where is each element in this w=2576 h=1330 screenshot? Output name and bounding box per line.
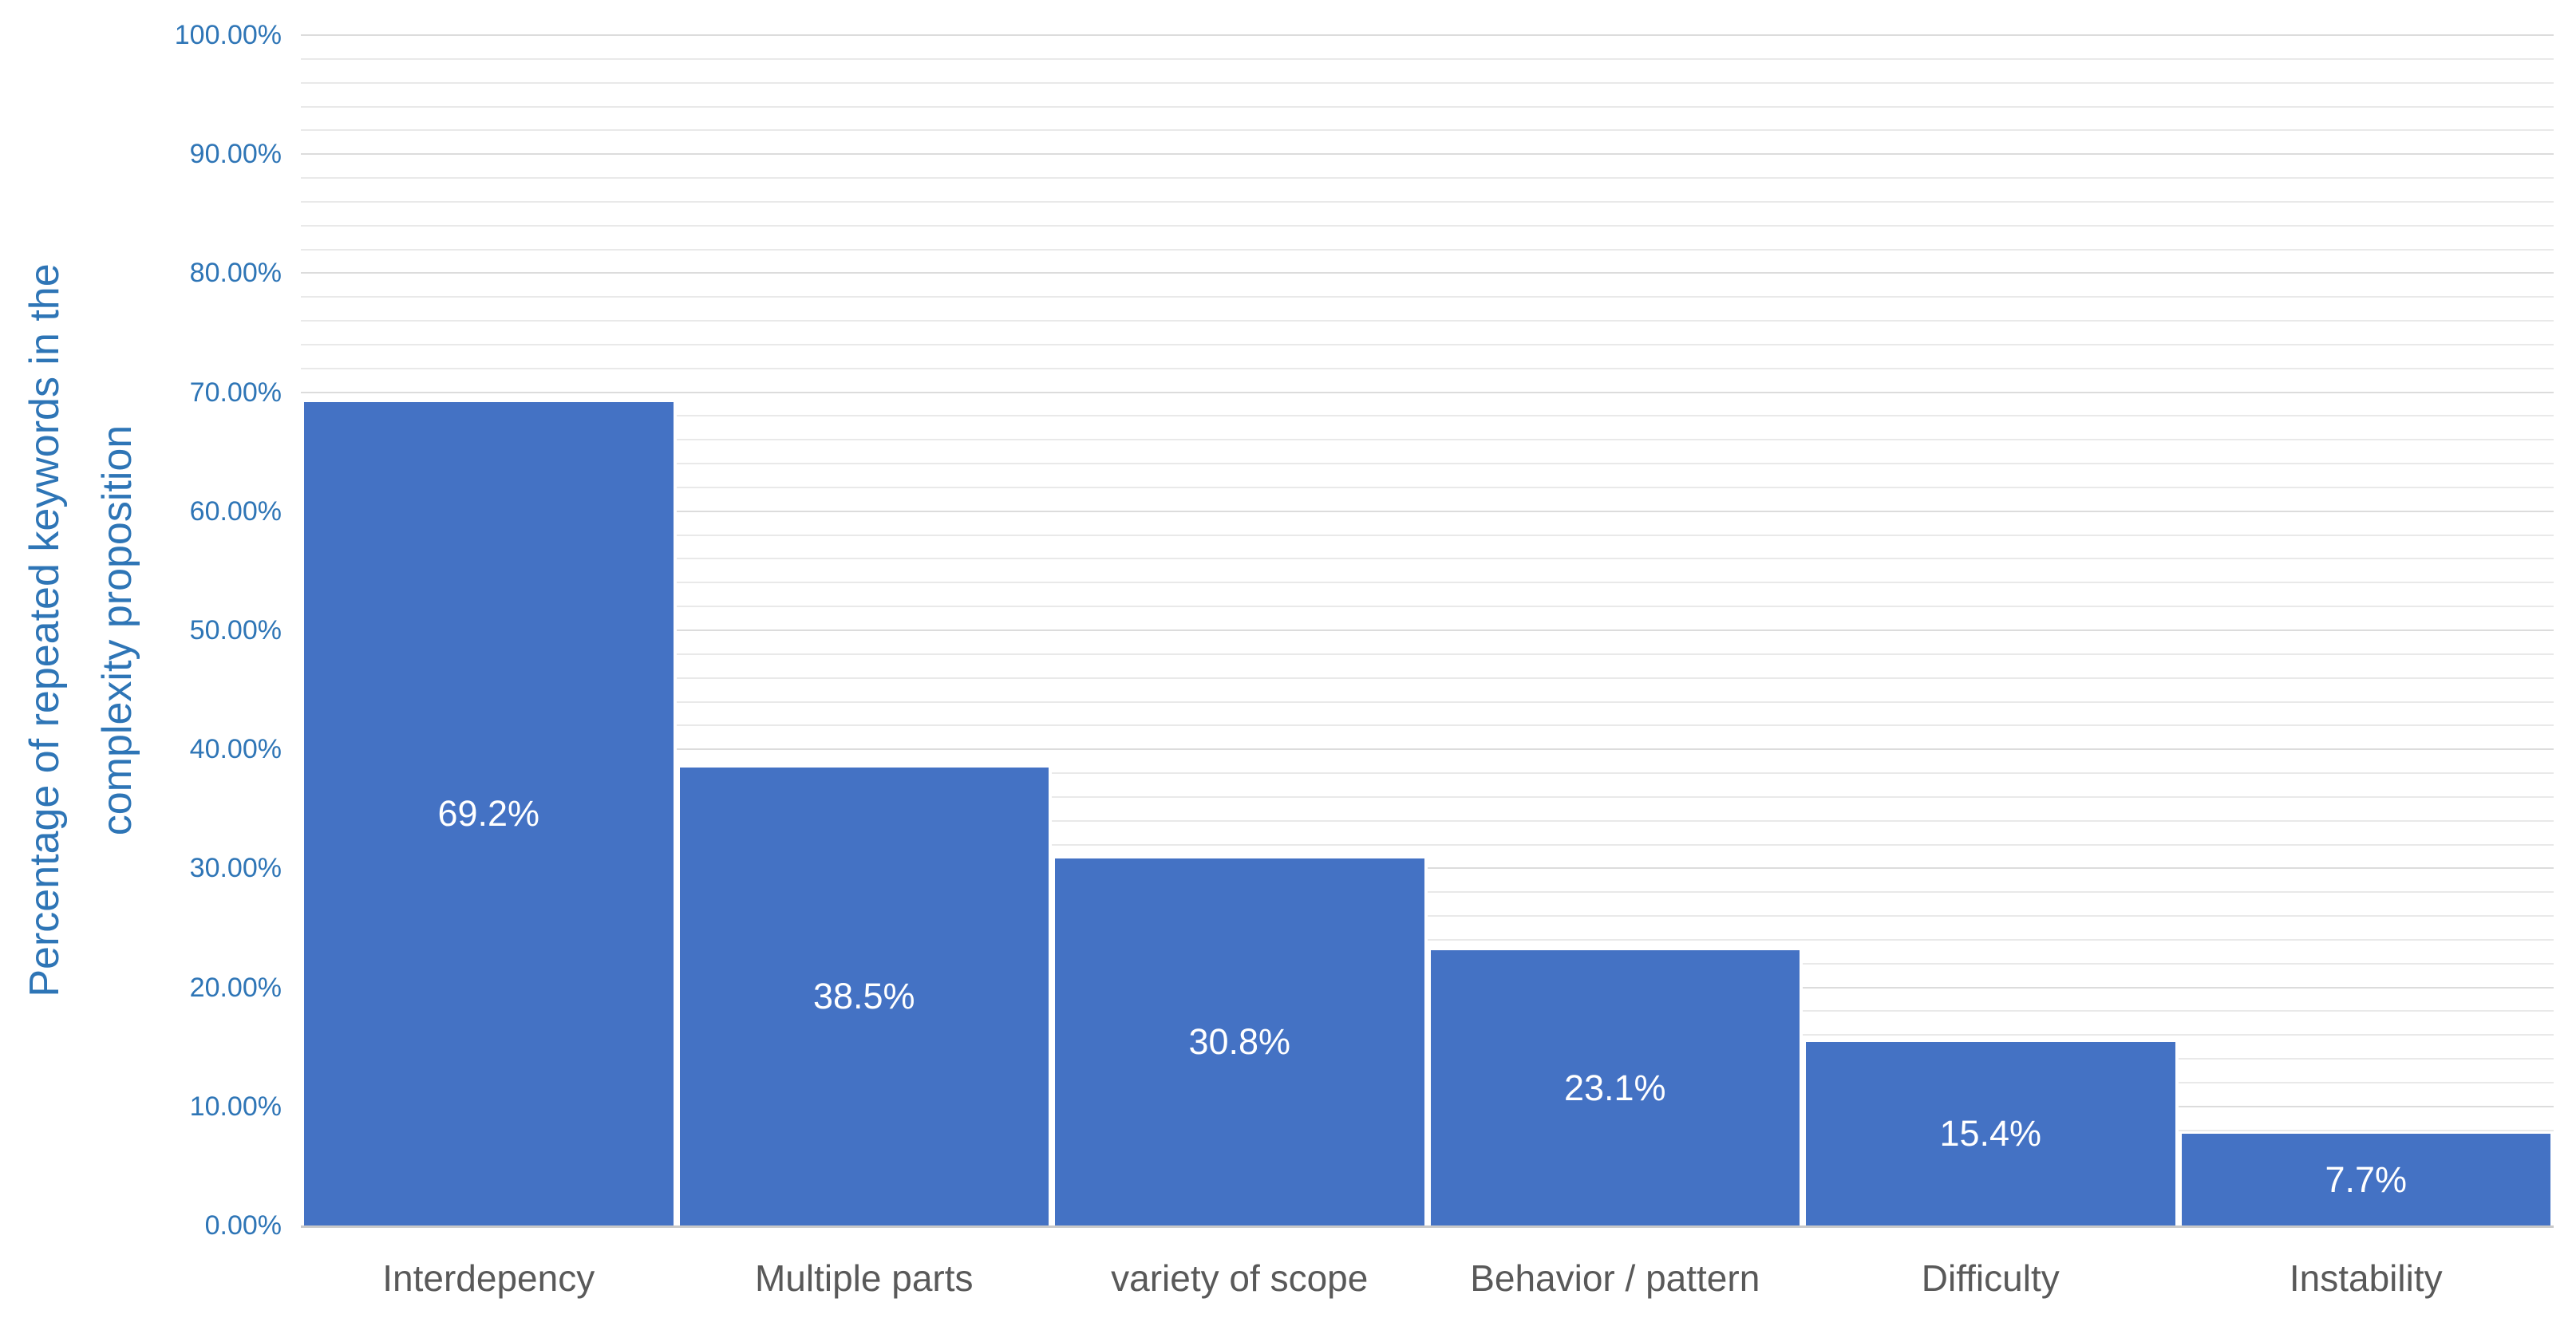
minor-gridline [301,200,2554,203]
minor-gridline [301,938,2554,941]
y-tick-label: 30.00% [189,853,282,884]
bar [2178,1134,2554,1225]
minor-gridline [301,320,2554,322]
minor-gridline [301,224,2554,227]
category-label: Interdepency [382,1257,595,1299]
y-tick-label: 90.00% [189,139,282,170]
minor-gridline [301,606,2554,608]
y-tick-label: 0.00% [204,1210,282,1241]
minor-gridline [301,653,2554,655]
minor-gridline [301,701,2554,703]
minor-gridline [301,343,2554,345]
minor-gridline [301,486,2554,488]
x-axis-line [301,1225,2554,1228]
major-gridline [301,34,2554,36]
bar-data-label: 69.2% [437,792,540,834]
minor-gridline [301,129,2554,132]
bar [1803,1042,2179,1225]
minor-gridline [301,582,2554,584]
y-axis-title-line-1: Percentage of repeated keywords in the [22,263,68,997]
category-label: Behavior / pattern [1470,1257,1760,1299]
y-tick-label: 20.00% [189,972,282,1003]
category-label: Difficulty [1921,1257,2060,1299]
minor-gridline [301,105,2554,108]
minor-gridline [301,843,2554,846]
minor-gridline [301,724,2554,727]
bar [1052,858,1428,1225]
minor-gridline [301,439,2554,441]
y-tick-label: 70.00% [189,377,282,408]
major-gridline [301,391,2554,393]
bar-data-label: 38.5% [812,975,915,1016]
y-tick-label: 10.00% [189,1091,282,1122]
bar-data-label: 30.8% [1188,1021,1291,1063]
category-label: variety of scope [1111,1257,1369,1299]
y-tick-label: 50.00% [189,615,282,645]
bar [301,401,677,1225]
minor-gridline [301,177,2554,180]
major-gridline [301,748,2554,751]
category-label: Instability [2289,1257,2443,1299]
minor-gridline [301,57,2554,60]
major-gridline [301,510,2554,512]
minor-gridline [301,891,2554,894]
minor-gridline [301,819,2554,822]
minor-gridline [301,463,2554,465]
major-gridline [301,272,2554,274]
major-gridline [301,153,2554,156]
minor-gridline [301,772,2554,775]
y-tick-label: 80.00% [189,258,282,289]
minor-gridline [301,296,2554,298]
bar-data-label: 15.4% [1939,1113,2042,1154]
minor-gridline [301,367,2554,369]
bar [1427,950,1803,1225]
major-gridline [301,867,2554,870]
bar-data-label: 7.7% [2325,1158,2408,1200]
major-gridline [301,629,2554,631]
category-label: Multiple parts [754,1257,974,1299]
bar [676,767,1052,1225]
minor-gridline [301,248,2554,251]
y-tick-label: 60.00% [189,495,282,527]
minor-gridline [301,534,2554,536]
y-tick-label: 100.00% [174,20,282,50]
bar-data-label: 23.1% [1563,1067,1666,1108]
minor-gridline [301,558,2554,560]
minor-gridline [301,915,2554,918]
minor-gridline [301,415,2554,417]
minor-gridline [301,677,2554,679]
minor-gridline [301,81,2554,84]
minor-gridline [301,795,2554,798]
y-tick-label: 40.00% [189,734,282,765]
